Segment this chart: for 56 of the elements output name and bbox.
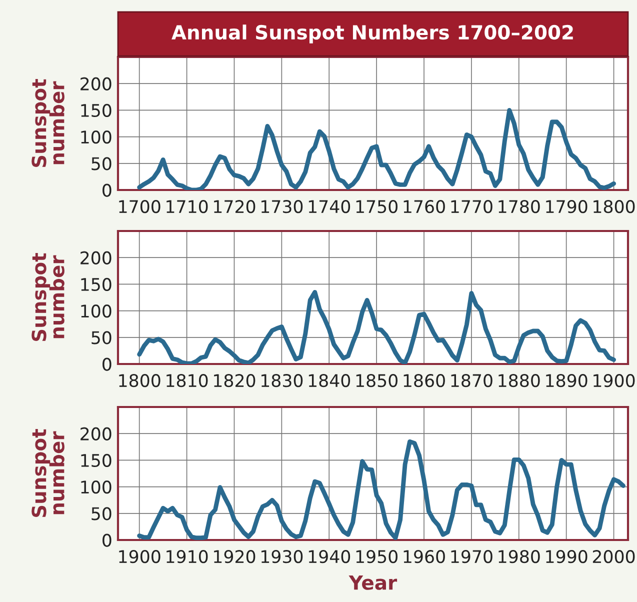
y-tick-label: 100 xyxy=(81,480,112,494)
x-tick-label: 1870 xyxy=(451,374,492,388)
y-tick-label: 150 xyxy=(81,454,112,468)
x-tick-label: 1740 xyxy=(308,200,350,214)
y-tick-label: 0 xyxy=(102,534,112,547)
x-tick-label: 1930 xyxy=(261,550,303,564)
x-tick-label: 1980 xyxy=(498,550,540,564)
x-tick-label: 1800 xyxy=(594,200,635,214)
chart-title: Annual Sunspot Numbers 1700–2002 xyxy=(172,24,573,44)
x-tick-label: 1700 xyxy=(119,200,160,214)
x-tick-label: 1730 xyxy=(261,200,303,214)
x-tick-label: 1890 xyxy=(546,374,588,388)
x-tick-label: 1760 xyxy=(404,200,445,214)
y-tick-label: 200 xyxy=(80,427,112,440)
y-tick-label: 100 xyxy=(81,130,112,144)
y-axis-title: Sunspot number xyxy=(32,253,64,342)
x-tick-label: 1840 xyxy=(308,374,350,388)
y-tick-label: 0 xyxy=(102,184,112,197)
x-tick-label: 2000 xyxy=(592,550,635,564)
x-tick-label: 1940 xyxy=(308,550,350,564)
x-tick-label: 1900 xyxy=(594,374,635,388)
x-tick-label: 1910 xyxy=(166,550,208,564)
x-tick-label: 1950 xyxy=(356,550,398,564)
x-tick-label: 1780 xyxy=(498,200,540,214)
x-tick-label: 1720 xyxy=(214,200,256,214)
y-tick-label: 150 xyxy=(81,104,112,118)
x-tick-label: 1710 xyxy=(166,200,208,214)
x-tick-label: 1920 xyxy=(214,550,256,564)
y-tick-label: 200 xyxy=(80,251,112,264)
x-tick-label: 1960 xyxy=(404,550,445,564)
x-tick-label: 1800 xyxy=(119,374,160,388)
y-tick-label: 100 xyxy=(81,304,112,318)
x-tick-label: 1820 xyxy=(214,374,256,388)
y-tick-label: 200 xyxy=(80,77,112,90)
y-axis-title: Sunspot number xyxy=(32,79,64,168)
line-series xyxy=(137,108,616,190)
line-series xyxy=(137,439,626,540)
x-tick-label: 1900 xyxy=(119,550,160,564)
y-tick-label: 50 xyxy=(92,507,112,520)
x-tick-label: 1770 xyxy=(451,200,492,214)
x-tick-label: 1810 xyxy=(166,374,208,388)
x-tick-label: 1970 xyxy=(451,550,492,564)
x-tick-label: 1830 xyxy=(261,374,303,388)
y-tick-label: 150 xyxy=(81,278,112,292)
y-axis-title: Sunspot number xyxy=(32,429,64,518)
line-series xyxy=(137,290,616,364)
x-axis-title: Year xyxy=(348,575,398,590)
y-tick-label: 50 xyxy=(92,157,112,170)
x-tick-label: 1860 xyxy=(404,374,445,388)
x-tick-label: 1790 xyxy=(546,200,588,214)
x-tick-label: 1850 xyxy=(356,374,398,388)
x-tick-label: 1990 xyxy=(546,550,588,564)
y-tick-label: 50 xyxy=(92,331,112,344)
x-tick-label: 1880 xyxy=(498,374,540,388)
y-tick-label: 0 xyxy=(102,358,112,371)
x-tick-label: 1750 xyxy=(356,200,398,214)
